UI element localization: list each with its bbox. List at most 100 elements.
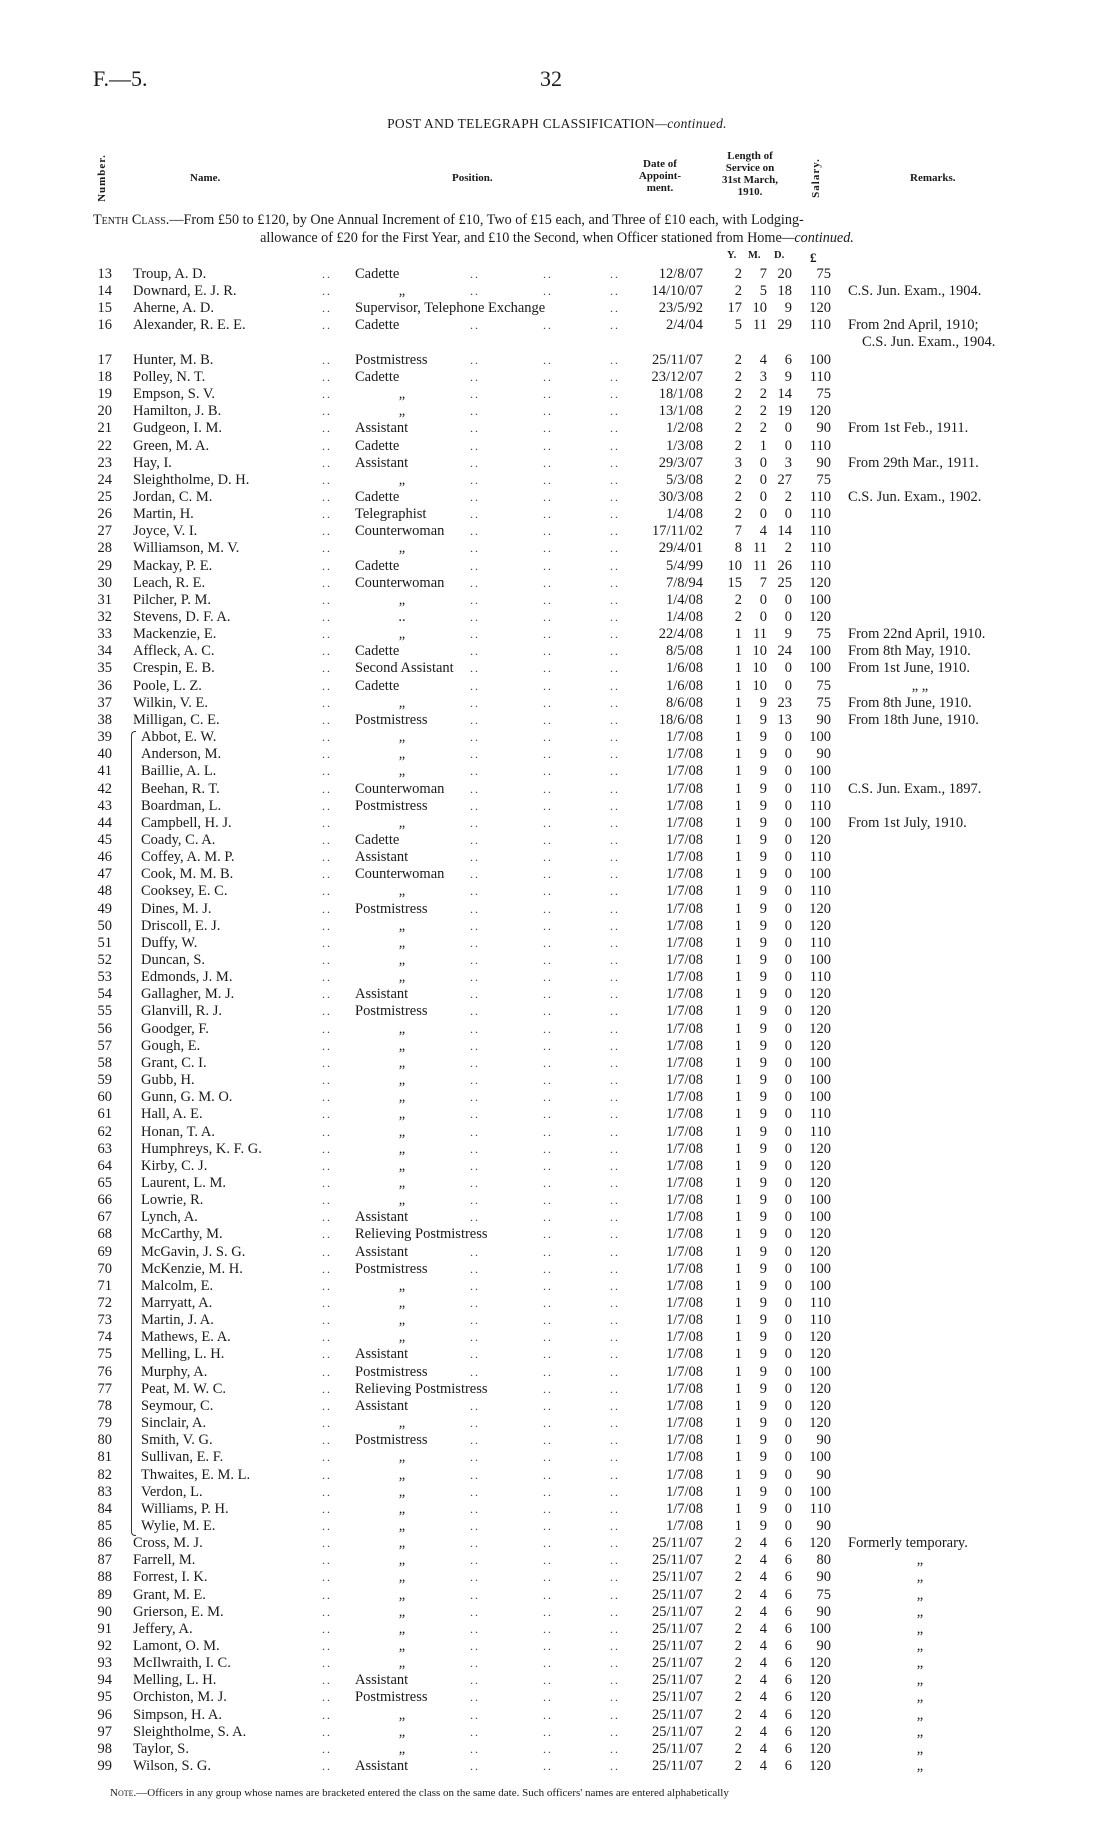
appointment-date: 2/4/04: [665, 317, 703, 334]
table-row: 50 Driscoll, E. J. „ 1/7/08 1 9 0 120........: [0, 918, 1114, 935]
table-row: 87 Farrell, M. „ 25/11/07 2 4 6 80 „........: [0, 1552, 1114, 1569]
table-row: 76 Murphy, A. Postmistress 1/7/08 1 9 0 100....…: [0, 1364, 1114, 1381]
header-remarks: Remarks.: [910, 172, 956, 184]
title-suffix: —continued.: [654, 116, 727, 131]
dot-leader: ..: [543, 1450, 553, 1465]
salary: 100: [809, 351, 831, 368]
dot-leader: ..: [470, 1707, 480, 1722]
dot-leader: ..: [322, 1673, 332, 1688]
dot-leader: ..: [543, 558, 553, 573]
dot-leader: ..: [610, 472, 620, 487]
service-years: 2: [734, 506, 742, 523]
employee-name: Williamson, M. V.: [133, 540, 240, 557]
service-months: 9: [759, 1432, 767, 1449]
row-number: 41: [97, 763, 113, 780]
dot-leader: ..: [322, 1073, 332, 1088]
remarks: From 29th Mar., 1911.: [848, 454, 979, 471]
service-years: 1: [734, 1346, 742, 1363]
service-years: 2: [734, 1706, 742, 1723]
table-row: 99 Wilson, S. G. Assistant 25/11/07 2 4 6 120 „.…: [0, 1758, 1114, 1775]
service-months: 9: [759, 763, 767, 780]
employee-name: Empson, S. V.: [133, 386, 216, 403]
service-months: 9: [759, 1072, 767, 1089]
salary: 110: [809, 1123, 831, 1140]
dot-leader: ..: [610, 798, 620, 813]
appointment-date: 1/7/08: [665, 1123, 703, 1140]
service-days: 0: [784, 1192, 792, 1209]
service-months: 10: [752, 300, 768, 317]
employee-name: Martin, J. A.: [141, 1312, 214, 1329]
salary: 90: [816, 1517, 832, 1534]
service-months: 11: [753, 317, 767, 334]
position: Assistant: [355, 1346, 409, 1363]
row-number: 25: [97, 488, 113, 505]
dot-leader: ..: [322, 489, 332, 504]
table-row: 32 Stevens, D. F. A... 1/4/08 2 0 0 120.......…: [0, 609, 1114, 626]
appointment-date: 25/11/07: [651, 1689, 703, 1706]
salary: 120: [809, 1243, 831, 1260]
dot-leader: ..: [470, 1347, 480, 1362]
dot-leader: ..: [610, 352, 620, 367]
dot-leader: ..: [543, 1587, 553, 1602]
dot-leader: ..: [543, 1604, 553, 1619]
dot-leader: ..: [322, 1450, 332, 1465]
service-days: 24: [777, 643, 793, 660]
table-row: 65 Laurent, L. M. „ 1/7/08 1 9 0 120........: [0, 1175, 1114, 1192]
salary: 110: [809, 317, 831, 334]
unit-months: M.: [748, 250, 761, 261]
dot-leader: ..: [322, 661, 332, 676]
salary: 120: [809, 831, 831, 848]
position: „: [398, 1517, 406, 1534]
table-row: 34 Affleck, A. C. Cadette 8/5/08 1 10 24 100 Fro…: [0, 643, 1114, 660]
remarks: From 1st June, 1910.: [848, 660, 971, 677]
employee-name: Beehan, R. T.: [141, 780, 220, 797]
dot-leader: ..: [610, 1021, 620, 1036]
row-number: 32: [97, 609, 113, 625]
appointment-date: 25/11/07: [651, 1603, 703, 1620]
position: „: [398, 729, 406, 746]
dot-leader: ..: [543, 575, 553, 590]
service-years: 1: [734, 1329, 742, 1346]
salary: 90: [816, 711, 832, 728]
service-months: 4: [759, 523, 767, 540]
dot-leader: ..: [610, 1244, 620, 1259]
dot-leader: ..: [470, 575, 480, 590]
dot-leader: ..: [470, 935, 480, 950]
dot-leader: ..: [470, 678, 480, 693]
position: Supervisor, Telephone Exchange: [355, 300, 546, 317]
class-heading-continued: allowance of £20 for the First Year, and…: [0, 230, 1114, 247]
header-date-line: ment.: [646, 182, 674, 194]
dot-leader: ..: [543, 318, 553, 333]
appointment-date: 29/4/01: [658, 540, 703, 557]
position: Cadette: [355, 643, 400, 660]
service-days: 6: [784, 1689, 792, 1706]
note-text: —Officers in any group whose names are b…: [136, 1787, 729, 1799]
remarks: „: [916, 1569, 924, 1586]
table-row: 78 Seymour, C. Assistant 1/7/08 1 9 0 120......…: [0, 1398, 1114, 1415]
dot-leader: ..: [543, 592, 553, 607]
service-months: 9: [759, 1243, 767, 1260]
dot-leader: ..: [322, 1518, 332, 1533]
dot-leader: ..: [610, 1175, 620, 1190]
dot-leader: ..: [610, 1381, 620, 1396]
service-months: 9: [759, 1192, 767, 1209]
service-months: 9: [759, 1449, 767, 1466]
service-months: 9: [759, 934, 767, 951]
dot-leader: ..: [610, 1724, 620, 1739]
dot-leader: ..: [470, 489, 480, 504]
dot-leader: ..: [470, 1364, 480, 1379]
dot-leader: ..: [322, 1261, 332, 1276]
salary: 100: [809, 643, 831, 660]
service-months: 9: [759, 1226, 767, 1243]
appointment-date: 1/7/08: [665, 1346, 703, 1363]
appointment-date: 1/7/08: [665, 1295, 703, 1311]
row-number: 78: [97, 1397, 113, 1414]
dot-leader: ..: [610, 1759, 620, 1774]
service-years: 1: [734, 1140, 742, 1157]
salary: 90: [816, 1466, 832, 1483]
employee-name: Boardman, L.: [141, 797, 222, 814]
service-days: 0: [784, 1037, 792, 1054]
position: „: [398, 917, 406, 934]
dot-leader: ..: [470, 1484, 480, 1499]
row-number: 50: [97, 917, 113, 934]
